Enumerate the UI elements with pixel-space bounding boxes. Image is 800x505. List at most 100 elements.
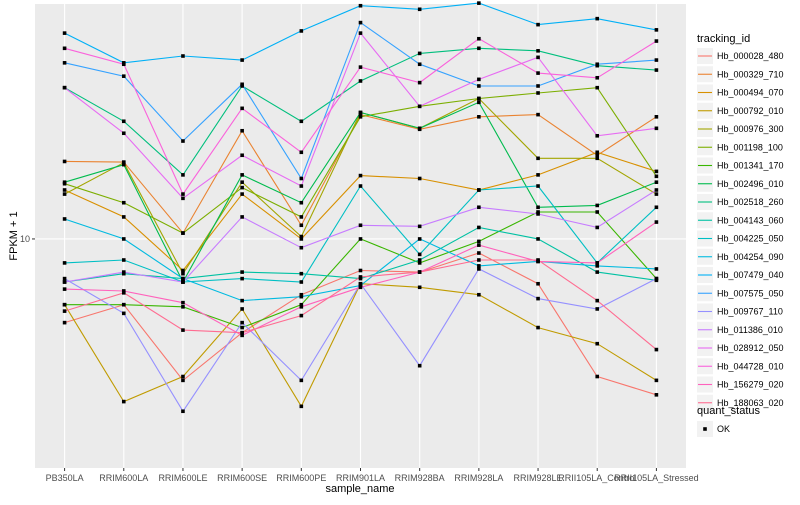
legend-label: Hb_044728_010	[717, 361, 784, 371]
data-point	[358, 285, 363, 290]
data-point	[240, 180, 244, 184]
legend-label: Hb_001341_170	[717, 161, 784, 171]
data-point	[121, 160, 126, 165]
data-point	[62, 159, 67, 164]
data-point	[62, 287, 67, 291]
data-point	[358, 115, 363, 119]
x-tick-label: RRIM600PE	[276, 473, 326, 483]
data-point	[121, 399, 126, 404]
legend-label: Hb_002518_260	[717, 197, 784, 207]
shape-legend-marker	[703, 427, 707, 431]
data-point	[299, 200, 304, 205]
data-point	[62, 46, 67, 51]
data-point	[358, 275, 363, 279]
data-point	[654, 188, 659, 192]
data-point	[654, 192, 659, 196]
data-point	[477, 84, 481, 88]
data-point	[477, 239, 481, 244]
legend-items: Hb_000028_480 Hb_000329_710 Hb_000494_070 H…	[697, 48, 784, 411]
data-point	[536, 112, 540, 117]
data-point	[62, 61, 67, 65]
data-point	[181, 173, 185, 177]
data-point	[417, 126, 422, 131]
data-point	[654, 220, 659, 224]
data-point	[62, 280, 67, 284]
data-point	[536, 49, 540, 53]
x-tick-label: RRIM901LA	[336, 473, 385, 483]
data-point	[536, 22, 540, 27]
data-point	[654, 126, 659, 131]
legend-label: Hb_000329_710	[717, 69, 784, 79]
data-point	[299, 215, 304, 219]
data-point	[654, 115, 659, 119]
data-point	[654, 347, 659, 352]
data-point	[240, 333, 244, 338]
data-point	[62, 320, 67, 325]
data-point	[477, 77, 481, 82]
data-point	[121, 258, 126, 262]
data-point	[595, 374, 600, 379]
data-point	[477, 1, 481, 5]
data-point	[358, 237, 363, 241]
data-point	[536, 205, 540, 210]
data-point	[417, 104, 422, 109]
data-point	[181, 276, 185, 281]
data-point	[477, 243, 481, 247]
legend-label: Hb_000792_010	[717, 106, 784, 116]
data-point	[240, 128, 244, 133]
data-point	[121, 162, 126, 167]
data-point	[240, 307, 244, 311]
data-point	[595, 264, 600, 268]
x-tick-label: RRII105LA_Stressed	[614, 473, 699, 483]
data-point	[654, 267, 659, 271]
data-point	[417, 261, 422, 265]
data-point	[299, 313, 304, 318]
data-point	[181, 300, 185, 305]
data-point	[358, 268, 363, 273]
x-tick-label: RRIM600LA	[99, 473, 148, 483]
legend-label: Hb_011386_010	[717, 325, 783, 335]
data-point	[536, 55, 540, 60]
data-point	[358, 110, 363, 115]
data-point	[181, 196, 185, 201]
data-point	[654, 180, 659, 184]
legend-title: tracking_id	[697, 33, 750, 45]
x-tick-label: RRIM928BA	[395, 473, 445, 483]
legend-label: Hb_001198_100	[717, 142, 783, 152]
data-point	[358, 65, 363, 69]
data-point	[536, 237, 540, 241]
data-point	[240, 153, 244, 158]
data-point	[477, 267, 481, 271]
data-point	[595, 270, 600, 274]
data-point	[595, 156, 600, 161]
data-point	[477, 96, 481, 101]
data-point	[240, 185, 244, 190]
data-point	[417, 62, 422, 67]
data-point	[654, 28, 659, 32]
data-point	[595, 307, 600, 311]
data-point	[62, 261, 67, 265]
axis-layer: 10 PB350LA RRIM600LA RRIM600LE RRIM600SE RRIM…	[20, 234, 699, 483]
data-point	[536, 258, 540, 262]
data-point	[358, 281, 363, 286]
data-point	[240, 325, 244, 330]
data-point	[417, 80, 422, 85]
data-point	[654, 393, 659, 397]
data-point	[417, 51, 422, 56]
data-point	[121, 291, 126, 295]
x-axis-title: sample_name	[325, 483, 394, 495]
data-point	[477, 264, 481, 268]
data-point	[121, 200, 126, 205]
data-point	[299, 294, 304, 299]
data-point	[299, 404, 304, 409]
data-point	[299, 150, 304, 155]
data-point	[121, 270, 126, 274]
data-point	[595, 341, 600, 346]
y-axis-title: FPKM + 1	[8, 211, 20, 260]
shape-legend-title: quant_status	[697, 405, 760, 417]
legend-label: Hb_007479_040	[717, 270, 784, 280]
data-point	[417, 285, 422, 290]
shape-legend-label: OK	[717, 424, 730, 434]
data-point	[477, 36, 481, 41]
data-point	[417, 237, 422, 241]
